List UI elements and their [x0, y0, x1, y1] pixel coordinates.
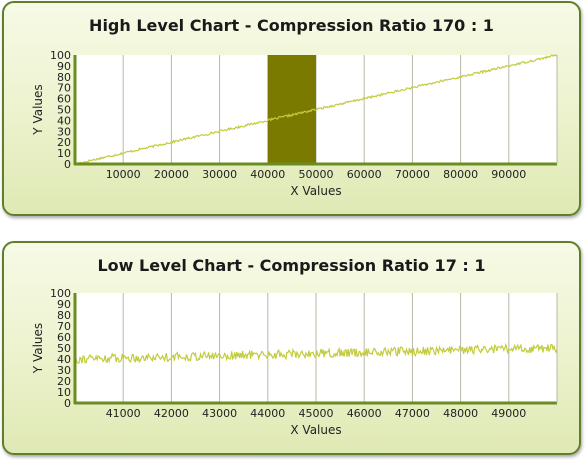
x-tick-label: 46000 — [347, 407, 382, 420]
y-tick-label: 80 — [57, 71, 71, 84]
x-tick-label: 60000 — [347, 168, 382, 181]
y-tick-label: 100 — [50, 49, 71, 62]
series-line — [74, 342, 558, 364]
y-tick-label: 80 — [57, 309, 71, 322]
y-tick-label: 90 — [57, 298, 71, 311]
series-line — [74, 54, 558, 165]
x-tick-label: 44000 — [250, 407, 285, 420]
y-axis-title: Y Values — [31, 84, 45, 135]
x-tick-label: 47000 — [395, 407, 430, 420]
y-tick-label: 30 — [57, 364, 71, 377]
y-tick-label: 0 — [64, 158, 71, 171]
y-tick-label: 70 — [57, 320, 71, 333]
highlight-range[interactable] — [267, 55, 316, 164]
y-tick-label: 90 — [57, 60, 71, 73]
y-tick-label: 10 — [57, 147, 71, 160]
x-tick-label: 49000 — [491, 407, 526, 420]
y-tick-label: 20 — [57, 375, 71, 388]
y-axis-title: Y Values — [31, 323, 45, 374]
y-tick-label: 30 — [57, 125, 71, 138]
x-tick-label: 80000 — [443, 168, 478, 181]
y-tick-label: 100 — [50, 287, 71, 300]
x-tick-label: 70000 — [395, 168, 430, 181]
x-tick-label: 48000 — [443, 407, 478, 420]
y-tick-label: 40 — [57, 353, 71, 366]
high-level-chart-panel: High Level Chart - Compression Ratio 170… — [2, 1, 581, 216]
y-tick-label: 70 — [57, 82, 71, 95]
x-tick-label: 45000 — [299, 407, 334, 420]
x-tick-label: 41000 — [106, 407, 141, 420]
x-tick-label: 20000 — [154, 168, 189, 181]
y-tick-label: 50 — [57, 104, 71, 117]
x-tick-label: 40000 — [250, 168, 285, 181]
y-tick-label: 50 — [57, 342, 71, 355]
high-chart-title: High Level Chart - Compression Ratio 170… — [89, 16, 494, 35]
y-tick-label: 60 — [57, 93, 71, 106]
x-tick-label: 43000 — [202, 407, 237, 420]
x-tick-label: 10000 — [106, 168, 141, 181]
x-tick-label: 50000 — [299, 168, 334, 181]
y-tick-label: 40 — [57, 114, 71, 127]
low-chart-title: Low Level Chart - Compression Ratio 17 :… — [97, 256, 486, 275]
y-tick-label: 20 — [57, 136, 71, 149]
y-tick-label: 10 — [57, 386, 71, 399]
x-tick-label: 42000 — [154, 407, 189, 420]
low-level-chart-panel: Low Level Chart - Compression Ratio 17 :… — [2, 241, 581, 455]
x-axis-title: X Values — [290, 184, 341, 198]
x-tick-label: 90000 — [491, 168, 526, 181]
x-axis-title: X Values — [290, 423, 341, 437]
x-tick-label: 30000 — [202, 168, 237, 181]
y-tick-label: 0 — [64, 397, 71, 410]
y-tick-label: 60 — [57, 331, 71, 344]
